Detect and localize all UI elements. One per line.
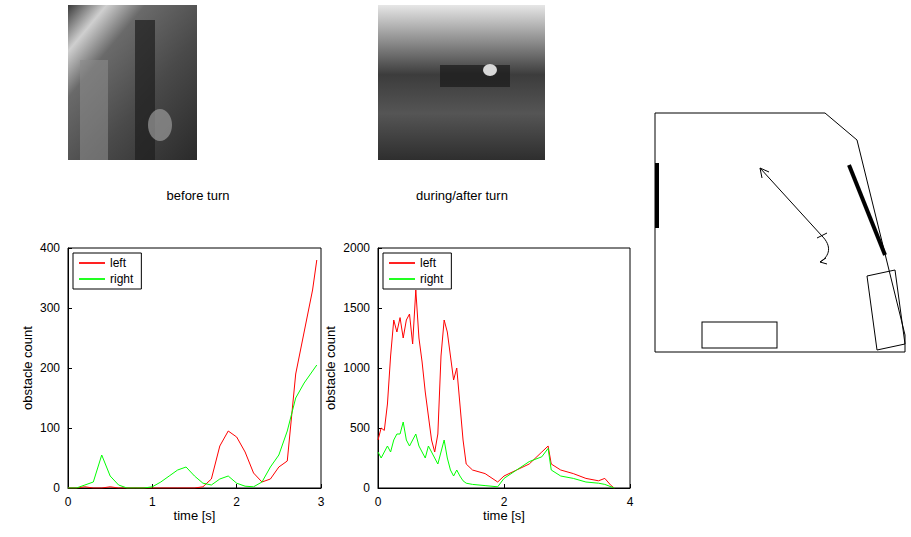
svg-text:4: 4: [627, 495, 634, 509]
svg-text:200: 200: [40, 361, 60, 375]
svg-text:obstacle count: obstacle count: [323, 326, 338, 410]
svg-text:2: 2: [501, 495, 508, 509]
svg-text:1000: 1000: [343, 361, 370, 375]
svg-text:2000: 2000: [343, 241, 370, 255]
svg-text:2: 2: [233, 495, 240, 509]
html-text:before turn: before turn: [166, 188, 230, 203]
svg-text:500: 500: [350, 421, 370, 435]
svg-text:obstacle count: obstacle count: [20, 326, 35, 410]
svg-text:0: 0: [363, 481, 370, 495]
svg-text:400: 400: [40, 241, 60, 255]
svg-text:3: 3: [318, 495, 325, 509]
svg-text:right: right: [420, 272, 444, 286]
svg-text:1500: 1500: [343, 301, 370, 315]
svg-text:0: 0: [375, 495, 382, 509]
svg-text:0: 0: [53, 481, 60, 495]
svg-text:100: 100: [40, 421, 60, 435]
svg-text:0: 0: [65, 495, 72, 509]
svg-text:left: left: [110, 256, 127, 270]
svg-text:time [s]: time [s]: [483, 508, 525, 523]
svg-text:time [s]: time [s]: [174, 508, 216, 523]
svg-text:300: 300: [40, 301, 60, 315]
svg-text:1: 1: [149, 495, 156, 509]
svg-text:right: right: [110, 272, 134, 286]
html-text:during/after turn: during/after turn: [416, 188, 508, 203]
svg-text:left: left: [420, 256, 437, 270]
